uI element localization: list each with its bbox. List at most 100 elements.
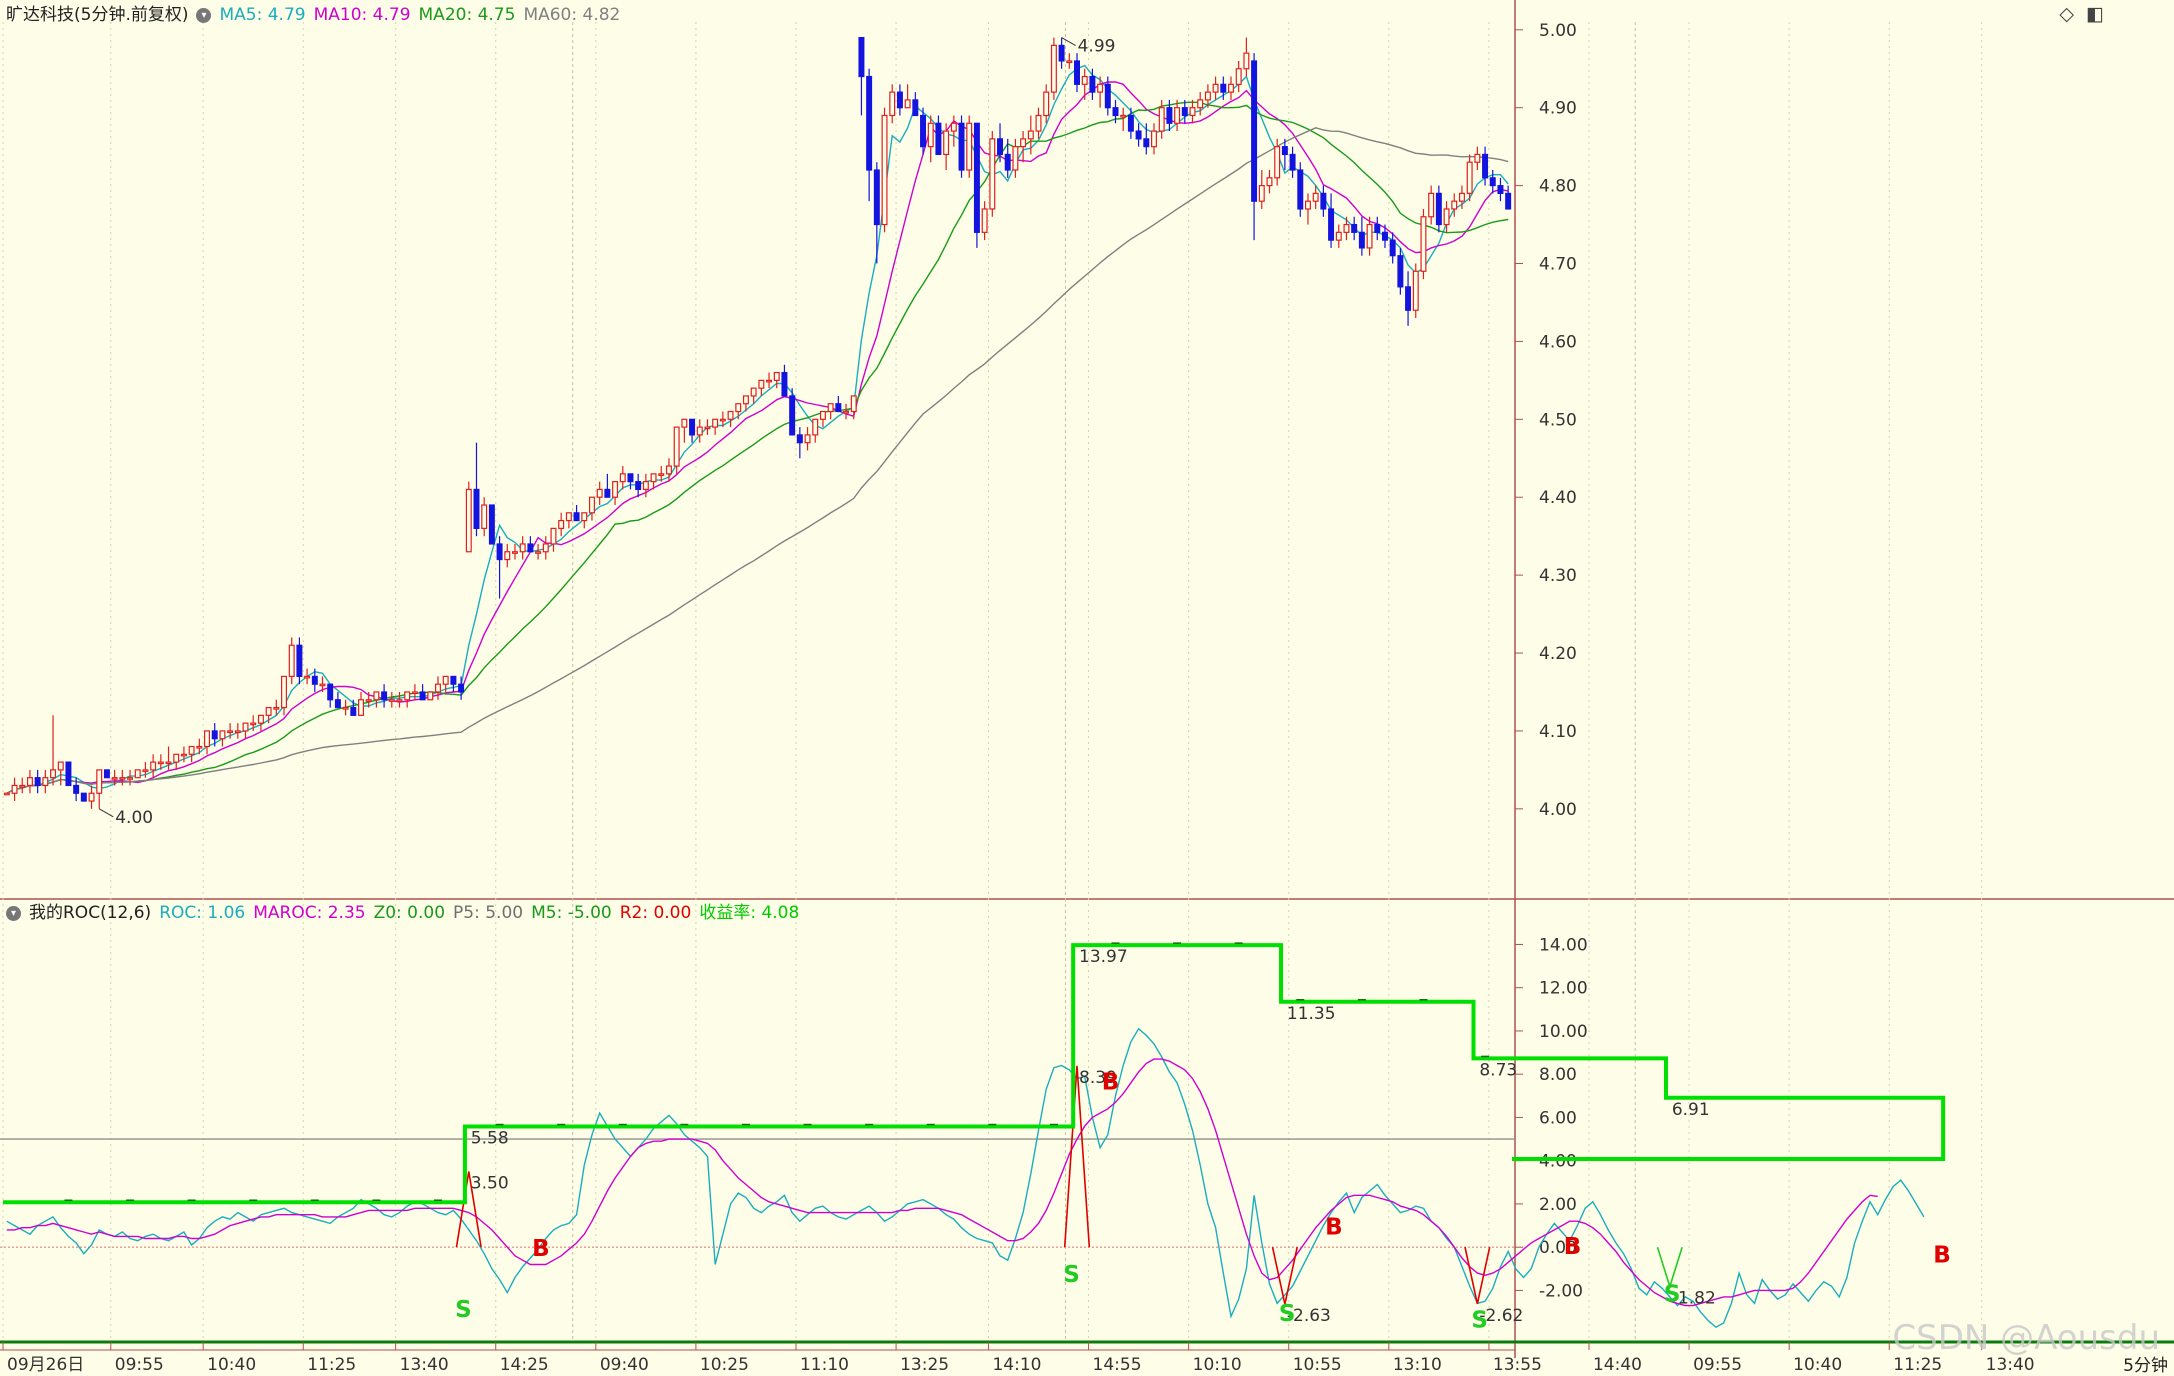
candlestick bbox=[427, 691, 434, 701]
roc-annotation: -2.63 bbox=[1287, 1306, 1331, 1326]
candle-body bbox=[773, 371, 780, 381]
candle-body bbox=[719, 418, 726, 422]
candlestick bbox=[334, 691, 341, 709]
candlestick bbox=[1112, 99, 1119, 124]
candlestick bbox=[843, 403, 850, 420]
candle-body bbox=[288, 644, 295, 678]
diamond-icon[interactable]: ◇ bbox=[2059, 3, 2075, 25]
roc-tick-label: 6.00 bbox=[1539, 1108, 1577, 1128]
candle-body bbox=[411, 691, 418, 695]
candlestick bbox=[50, 715, 57, 786]
buy-signal: B bbox=[1325, 1215, 1343, 1241]
candle-body bbox=[1443, 208, 1450, 226]
signal-spike bbox=[1656, 1246, 1683, 1290]
candlestick bbox=[173, 753, 180, 770]
roc-tick-label: 4.00 bbox=[1539, 1152, 1577, 1172]
candle-body bbox=[750, 387, 757, 397]
indicator-menu-icon[interactable]: ▾ bbox=[6, 905, 21, 921]
candlestick bbox=[150, 754, 157, 778]
price-tick-label: 4.60 bbox=[1539, 332, 1577, 352]
candlestick bbox=[1058, 37, 1065, 69]
candlestick bbox=[3, 792, 10, 796]
candlestick bbox=[1235, 60, 1242, 93]
candlestick bbox=[1289, 146, 1296, 178]
candlestick bbox=[96, 769, 103, 809]
candlestick bbox=[419, 684, 426, 701]
candlestick bbox=[111, 769, 118, 786]
candlestick bbox=[273, 699, 280, 716]
candle-body bbox=[1228, 83, 1234, 93]
candle-body bbox=[927, 122, 934, 148]
roc-legend: ROC: 1.06 bbox=[159, 903, 246, 923]
candle-body bbox=[1397, 255, 1404, 288]
candlestick bbox=[1035, 107, 1042, 139]
signal-spike bbox=[1271, 1247, 1298, 1305]
candle-body bbox=[997, 138, 1004, 156]
candlestick bbox=[450, 675, 457, 692]
candlestick bbox=[665, 458, 672, 482]
candlestick bbox=[696, 419, 703, 443]
price-annotation: 4.00 bbox=[115, 808, 153, 828]
r2-legend: R2: 0.00 bbox=[619, 903, 692, 923]
candlestick bbox=[1489, 170, 1496, 194]
candlestick bbox=[912, 92, 919, 117]
candle-body bbox=[1020, 138, 1027, 148]
candlestick bbox=[635, 473, 642, 498]
candlestick bbox=[1228, 76, 1234, 100]
candlestick bbox=[1097, 76, 1104, 108]
candlestick bbox=[327, 683, 334, 708]
candle-body bbox=[558, 519, 565, 529]
candle-body bbox=[204, 730, 211, 748]
candlestick bbox=[473, 442, 480, 537]
candle-body bbox=[635, 481, 642, 491]
candle-body bbox=[1258, 185, 1265, 202]
candlestick bbox=[88, 785, 95, 809]
candle-body bbox=[1081, 75, 1088, 85]
candlestick bbox=[1204, 84, 1211, 108]
candlestick bbox=[581, 512, 588, 529]
time-tick-label: 09:40 bbox=[600, 1355, 649, 1375]
candle-body bbox=[542, 543, 549, 553]
candle-body bbox=[1143, 138, 1150, 148]
candlestick bbox=[1074, 53, 1080, 93]
candlestick bbox=[373, 691, 380, 708]
candle-body bbox=[1004, 153, 1011, 171]
candlestick bbox=[511, 543, 518, 560]
time-tick-label: 10:25 bbox=[700, 1355, 749, 1375]
candlestick bbox=[1381, 224, 1388, 248]
candlestick bbox=[1089, 68, 1096, 100]
candle-body bbox=[1389, 239, 1396, 257]
candlestick bbox=[896, 84, 903, 116]
candle-body bbox=[519, 543, 526, 553]
candlestick bbox=[1281, 138, 1288, 171]
candle-body bbox=[735, 403, 742, 413]
candlestick bbox=[673, 426, 680, 474]
candle-body bbox=[173, 753, 180, 763]
timeframe-label[interactable]: 5分钟 bbox=[2123, 1356, 2168, 1376]
candle-body bbox=[1482, 153, 1489, 179]
roc-tick-label: 8.00 bbox=[1539, 1065, 1577, 1085]
candle-body bbox=[1320, 192, 1327, 210]
candle-body bbox=[488, 504, 495, 545]
candle-body bbox=[973, 122, 980, 233]
price-tick-label: 4.50 bbox=[1539, 410, 1577, 430]
time-tick-label: 09月26日 bbox=[7, 1355, 84, 1375]
candlestick bbox=[350, 699, 357, 716]
window-toggle-icon[interactable]: ◧ bbox=[2086, 3, 2104, 25]
candle-body bbox=[1243, 52, 1250, 70]
candle-body bbox=[304, 675, 311, 679]
sell-signal: S bbox=[1279, 1301, 1296, 1327]
candle-body bbox=[388, 699, 395, 702]
candle-body bbox=[573, 512, 580, 522]
roc-annotation: 5.58 bbox=[471, 1129, 509, 1149]
candle-body bbox=[1074, 60, 1080, 85]
candlestick bbox=[165, 746, 172, 770]
indicator-options-icon[interactable]: ▾ bbox=[196, 7, 212, 23]
candlestick bbox=[381, 684, 388, 708]
price-tick-label: 4.80 bbox=[1539, 177, 1577, 197]
roc-tick-label: -2.00 bbox=[1539, 1281, 1583, 1301]
candle-body bbox=[504, 551, 511, 561]
price-tick-label: 4.70 bbox=[1539, 255, 1577, 275]
candle-body bbox=[150, 761, 157, 771]
